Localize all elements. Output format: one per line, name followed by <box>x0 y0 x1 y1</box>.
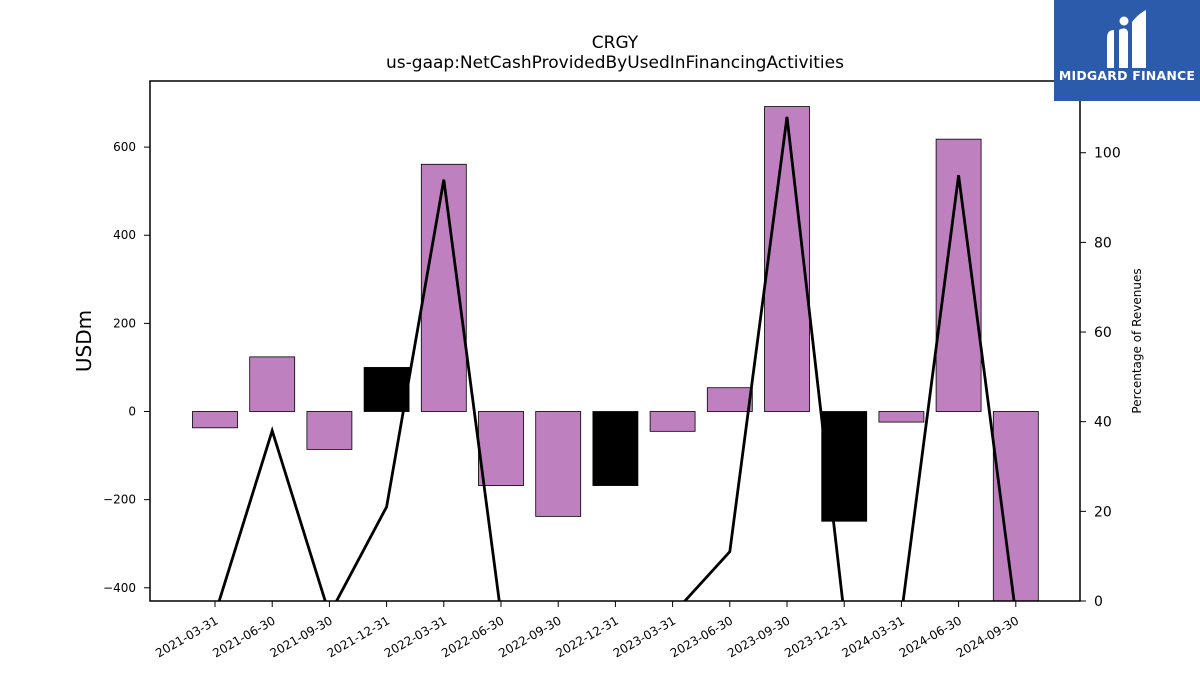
line-layer <box>217 116 1016 601</box>
bar-2021-03-31 <box>192 411 238 429</box>
bar-2023-12-31 <box>821 411 868 522</box>
x-axis: 2021-03-312021-06-302021-09-302021-12-31… <box>153 601 1021 660</box>
bar-2022-03-31 <box>420 163 467 412</box>
y2-tick-label: 100 <box>1094 146 1121 162</box>
y-tick-label: 400 <box>113 228 136 242</box>
percentage-line <box>217 116 1016 601</box>
y-axis-label: USDm <box>72 310 96 372</box>
bar-2021-12-31 <box>363 367 410 412</box>
x-tick-label: 2021-09-30 <box>267 613 334 660</box>
x-tick-label: 2022-12-31 <box>553 613 620 660</box>
bar-2022-12-31 <box>592 411 639 486</box>
y-tick-label: −400 <box>103 581 136 595</box>
chart-subtitle: us-gaap:NetCashProvidedByUsedInFinancing… <box>386 53 844 73</box>
y2-tick-label: 40 <box>1094 415 1112 431</box>
x-tick-label: 2021-03-31 <box>153 613 220 660</box>
y2-tick-label: 80 <box>1094 235 1112 251</box>
x-tick-label: 2021-12-31 <box>325 613 392 660</box>
bar-2024-09-30 <box>992 411 1039 602</box>
y2-axis-label: Percentage of Revenues <box>1130 268 1144 413</box>
x-tick-label: 2022-09-30 <box>496 613 563 660</box>
bar-2021-06-30 <box>249 356 296 412</box>
bar-2021-09-30 <box>306 411 353 450</box>
x-tick-label: 2023-03-31 <box>611 613 678 660</box>
chart-title: CRGY <box>592 33 639 53</box>
bar-2022-06-30 <box>478 411 524 486</box>
x-tick-label: 2024-03-31 <box>839 613 906 660</box>
y-axis-right: 0 20 40 60 80 100 <box>1080 146 1121 610</box>
x-tick-label: 2024-09-30 <box>954 613 1021 660</box>
logo-mark-icon <box>1107 10 1146 68</box>
y-tick-label: −200 <box>103 493 136 507</box>
x-tick-label: 2023-09-30 <box>725 613 792 660</box>
y2-tick-label: 60 <box>1094 325 1112 341</box>
y2-tick-label: 0 <box>1094 594 1103 610</box>
x-tick-label: 2024-06-30 <box>897 613 964 660</box>
midgard-finance-logo: MIDGARD FINANCE <box>1054 0 1200 101</box>
x-tick-label: 2023-06-30 <box>668 613 735 660</box>
x-tick-label: 2023-12-31 <box>782 613 849 660</box>
y-tick-label: 600 <box>113 140 136 154</box>
logo-text: MIDGARD FINANCE <box>1058 68 1196 83</box>
x-tick-label: 2021-06-30 <box>210 613 277 660</box>
y-axis-left: −400 −200 0 200 400 600 <box>103 140 150 595</box>
bar-2023-03-31 <box>649 411 696 432</box>
bar-2022-09-30 <box>535 411 582 517</box>
y2-tick-label: 20 <box>1094 504 1112 520</box>
x-tick-label: 2022-03-31 <box>382 613 449 660</box>
bar-2024-03-31 <box>878 411 925 423</box>
x-tick-label: 2022-06-30 <box>439 613 506 660</box>
bars-group <box>192 106 1039 602</box>
y-tick-label: 0 <box>128 405 136 419</box>
bar-2023-06-30 <box>706 387 753 412</box>
y-tick-label: 200 <box>113 316 136 330</box>
